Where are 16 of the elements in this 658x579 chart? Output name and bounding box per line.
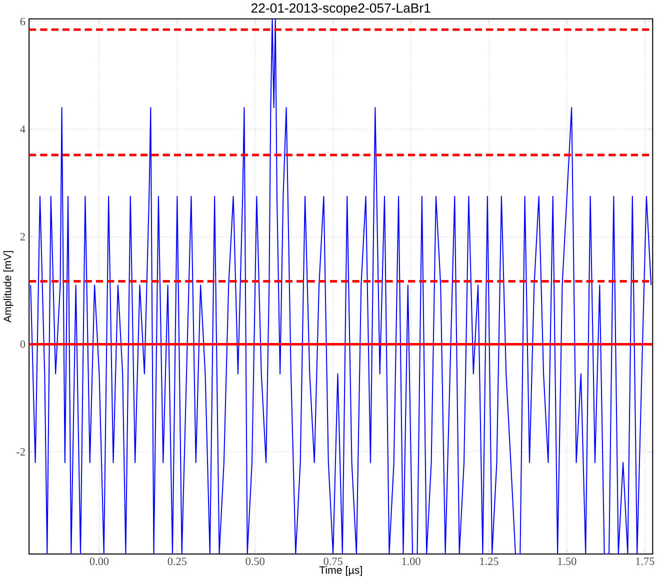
y-tick-label: -2: [16, 448, 25, 456]
y-tick-label: 2: [20, 232, 25, 240]
x-tick-label: 1.50: [558, 557, 576, 565]
x-axis-title: Time [µs]: [319, 566, 362, 576]
x-tick-label: 1.75: [636, 557, 654, 565]
y-axis-title: Amplitude [mV]: [3, 250, 14, 322]
x-tick-label: 0.50: [246, 557, 264, 565]
x-tick-label: 1.25: [480, 557, 498, 565]
x-tick-label: 1.00: [402, 557, 420, 565]
y-tick-label: 6: [20, 18, 26, 26]
x-tick-label: 0.75: [324, 557, 342, 565]
x-tick-label: 0.25: [168, 557, 186, 565]
y-tick-label: 0: [20, 340, 26, 348]
x-tick-label: 0.00: [90, 557, 109, 565]
y-tick-label: 4: [20, 125, 26, 133]
chart-title: 22-01-2013-scope2-057-LaBr1: [251, 3, 430, 16]
